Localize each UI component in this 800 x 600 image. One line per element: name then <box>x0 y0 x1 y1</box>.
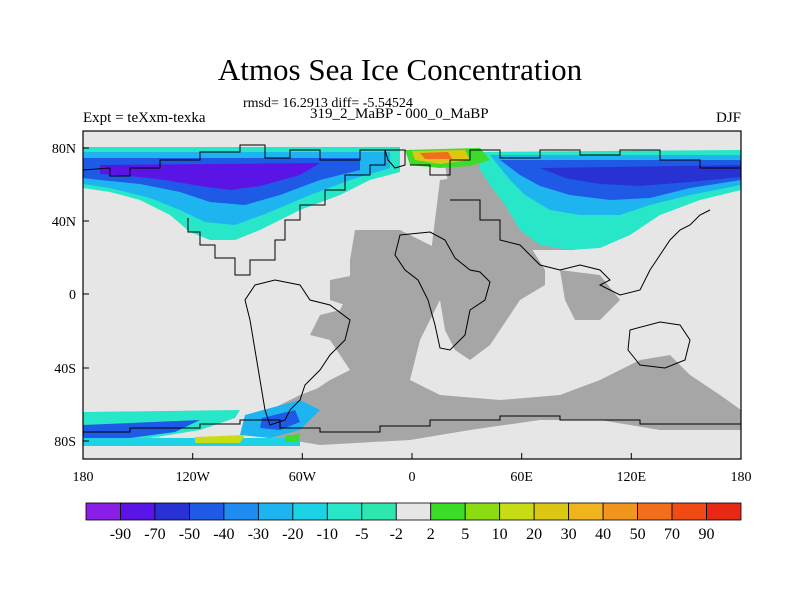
colorbar-box <box>154 502 190 521</box>
ice-north-pacific-americas-core <box>100 163 320 190</box>
colorbar-label: -10 <box>317 526 338 543</box>
x-tick-label: 120E <box>617 470 647 485</box>
colorbar-label: 40 <box>595 526 611 543</box>
period-subtitle: 319_2_MaBP - 000_0_MaBP <box>310 106 489 122</box>
colorbar-label: 30 <box>561 526 577 543</box>
x-tick-label: 60E <box>510 470 533 485</box>
colorbar-box <box>464 502 501 521</box>
y-tick-labels: 80N 40N 0 40S 80S <box>52 142 76 450</box>
colorbar-box <box>223 502 259 521</box>
colorbar-label: -90 <box>110 526 131 543</box>
x-tick-label: 60W <box>289 470 317 485</box>
y-tick-label: 0 <box>69 288 76 303</box>
colorbar-label: 20 <box>526 526 542 543</box>
ice-north-eurasia-core <box>540 165 741 186</box>
colorbar-box <box>292 502 328 521</box>
colorbar-box <box>395 502 432 521</box>
colorbar-label: -70 <box>144 526 165 543</box>
ice-antarctic-pacific-inner <box>83 420 200 440</box>
colorbar-box <box>602 502 638 521</box>
colorbar-box <box>430 502 466 521</box>
x-tick-label: 180 <box>73 470 94 485</box>
map-panel <box>83 131 741 459</box>
rmsd-diff-stats: rmsd= 16.2913 diff= -5.54524 <box>243 96 413 111</box>
colorbar-box <box>120 502 156 521</box>
ice-anomaly-fields <box>83 147 741 446</box>
colorbar-box <box>533 502 570 521</box>
coast-africa <box>394 231 491 351</box>
colorbar-label: 10 <box>492 526 508 543</box>
colorbar-label: -40 <box>213 526 234 543</box>
colorbar-box <box>671 502 707 521</box>
axis-ticks <box>82 147 742 459</box>
ice-positive-antarctic <box>195 435 245 443</box>
colorbar-label: -20 <box>282 526 303 543</box>
experiment-label: Expt = teXxm-texka <box>83 110 206 126</box>
ice-positive-antarctic-small <box>285 434 300 442</box>
coast-australia <box>627 321 691 369</box>
colorbar-label: 70 <box>664 526 680 543</box>
x-tick-label: 120W <box>176 470 211 485</box>
y-tick-label: 80S <box>54 435 76 450</box>
colorbar-label: 2 <box>427 526 435 543</box>
colorbar-label: -50 <box>179 526 200 543</box>
colorbar-label: 90 <box>699 526 715 543</box>
land-southern-ocean <box>280 230 741 445</box>
colorbar-box <box>568 502 604 521</box>
coast-eurasia <box>410 149 741 176</box>
coast-asia-south <box>450 199 711 296</box>
colorbar-label: -5 <box>355 526 368 543</box>
colorbar-box <box>257 502 294 521</box>
colorbar: -90 -70 -50 -40 -30 -20 -10 -5 -2 2 5 10 20 30 40 50 70 9… <box>85 502 742 543</box>
ice-positive-arctic-peak <box>420 152 452 159</box>
coast-north-america <box>83 144 386 276</box>
colorbar-box <box>499 502 535 521</box>
colorbar-box <box>85 502 121 521</box>
plot-title: Atmos Sea Ice Concentration <box>217 52 583 87</box>
coast-antarctica <box>83 415 741 433</box>
land-greenland-patch <box>330 275 360 305</box>
coast-south-america <box>244 279 351 426</box>
colorbar-label: -30 <box>248 526 269 543</box>
colorbar-box <box>637 502 673 521</box>
colorbar-label: 50 <box>630 526 646 543</box>
y-tick-label: 40S <box>54 362 76 377</box>
colorbar-box <box>189 502 225 521</box>
coastlines <box>83 144 741 433</box>
colorbar-box <box>326 502 363 521</box>
colorbar-box <box>706 502 742 521</box>
colorbar-label: 5 <box>461 526 469 543</box>
x-tick-label: 0 <box>409 470 416 485</box>
colorbar-box <box>361 502 397 521</box>
y-tick-label: 40N <box>52 215 76 230</box>
x-tick-labels: 180 120W 60W 0 60E 120E 180 <box>73 470 752 485</box>
ice-antarctic-band <box>83 438 300 446</box>
colorbar-label: -2 <box>390 526 403 543</box>
x-tick-label: 180 <box>731 470 752 485</box>
coast-greenland <box>384 149 406 169</box>
season-label: DJF <box>715 110 741 126</box>
y-tick-label: 80N <box>52 142 76 157</box>
